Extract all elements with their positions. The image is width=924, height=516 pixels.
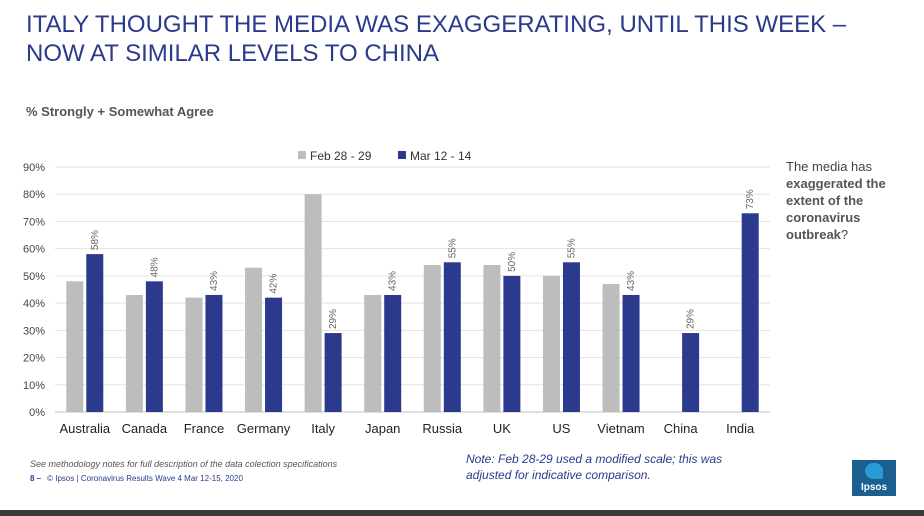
bar-feb-28-29 bbox=[304, 194, 322, 412]
category-label: Japan bbox=[365, 421, 400, 436]
side-note-bold: exaggerated the extent of the coronaviru… bbox=[786, 176, 886, 242]
page-title: ITALY THOUGHT THE MEDIA WAS EXAGGERATING… bbox=[26, 11, 847, 67]
bar-feb-28-29 bbox=[483, 265, 501, 412]
y-tick-label: 70% bbox=[23, 216, 45, 228]
y-tick-label: 90% bbox=[23, 162, 45, 174]
bar-feb-28-29 bbox=[542, 275, 560, 412]
data-label: 43% bbox=[626, 271, 637, 291]
bar-mar-12-14 bbox=[324, 333, 342, 412]
data-label: 73% bbox=[745, 189, 756, 209]
bar-mar-12-14 bbox=[145, 281, 163, 412]
footer-text: © Ipsos | Coronavirus Results Wave 4 Mar… bbox=[47, 474, 243, 483]
footer: 8 – © Ipsos | Coronavirus Results Wave 4 … bbox=[30, 474, 243, 483]
y-tick-label: 80% bbox=[23, 189, 45, 201]
bar-mar-12-14 bbox=[86, 254, 104, 412]
legend-swatch bbox=[298, 151, 306, 159]
y-tick-label: 30% bbox=[23, 325, 45, 337]
category-label: China bbox=[664, 421, 699, 436]
category-label: Germany bbox=[237, 421, 291, 436]
category-label: Italy bbox=[311, 421, 335, 436]
bar-mar-12-14 bbox=[622, 294, 640, 412]
y-tick-label: 0% bbox=[29, 407, 45, 419]
bar-feb-28-29 bbox=[245, 267, 263, 412]
page-number: 8 – bbox=[30, 474, 42, 483]
category-label: France bbox=[184, 421, 224, 436]
chart-subtitle: % Strongly + Somewhat Agree bbox=[26, 104, 214, 119]
category-label: Vietnam bbox=[597, 421, 644, 436]
category-label: India bbox=[726, 421, 755, 436]
bar-feb-28-29 bbox=[423, 265, 441, 412]
data-label: 50% bbox=[507, 252, 518, 272]
bar-mar-12-14 bbox=[205, 294, 223, 412]
data-label: 55% bbox=[447, 238, 458, 258]
data-label: 29% bbox=[686, 309, 697, 329]
bar-mar-12-14 bbox=[265, 297, 283, 412]
bar-mar-12-14 bbox=[384, 294, 402, 412]
scale-note: Note: Feb 28-29 used a modified scale; t… bbox=[466, 452, 723, 482]
bar-feb-28-29 bbox=[66, 281, 84, 412]
bar-feb-28-29 bbox=[364, 294, 382, 412]
side-note-post: ? bbox=[840, 227, 849, 242]
bar-feb-28-29 bbox=[185, 297, 203, 412]
data-label: 43% bbox=[388, 271, 399, 291]
data-label: 29% bbox=[328, 309, 339, 329]
category-label: Australia bbox=[60, 421, 111, 436]
y-tick-label: 60% bbox=[23, 244, 45, 256]
data-label: 48% bbox=[149, 257, 160, 277]
bottom-bar bbox=[0, 510, 924, 516]
category-label: US bbox=[552, 421, 570, 436]
logo-mark-icon bbox=[865, 463, 883, 479]
legend-label: Mar 12 - 14 bbox=[410, 149, 472, 163]
y-tick-label: 20% bbox=[23, 353, 45, 365]
bar-mar-12-14 bbox=[682, 333, 700, 412]
side-note-pre: The media has bbox=[786, 159, 872, 174]
bar-feb-28-29 bbox=[602, 284, 620, 412]
bar-chart: 0% 10% 20% 30% 40% 50% 60% 70% 80% 90% 58% Australi… bbox=[23, 149, 770, 436]
bar-mar-12-14 bbox=[562, 262, 580, 412]
y-tick-label: 50% bbox=[23, 271, 45, 283]
bar-mar-12-14 bbox=[443, 262, 461, 412]
data-label: 42% bbox=[269, 274, 280, 294]
legend-label: Feb 28 - 29 bbox=[310, 149, 372, 163]
y-tick-label: 10% bbox=[23, 380, 45, 392]
data-label: 55% bbox=[566, 238, 577, 258]
category-label: UK bbox=[493, 421, 511, 436]
side-note: The media has exaggerated the extent of … bbox=[786, 158, 904, 243]
category-label: Canada bbox=[122, 421, 168, 436]
methodology-note: See methodology notes for full descripti… bbox=[30, 459, 338, 469]
data-label: 58% bbox=[90, 230, 101, 250]
y-tick-label: 40% bbox=[23, 298, 45, 310]
category-label: Russia bbox=[422, 421, 463, 436]
data-label: 43% bbox=[209, 271, 220, 291]
bar-mar-12-14 bbox=[503, 275, 521, 412]
bar-mar-12-14 bbox=[741, 213, 759, 412]
ipsos-logo: Ipsos bbox=[852, 460, 896, 496]
bar-feb-28-29 bbox=[125, 294, 143, 412]
logo-text: Ipsos bbox=[860, 482, 888, 493]
legend-swatch bbox=[398, 151, 406, 159]
